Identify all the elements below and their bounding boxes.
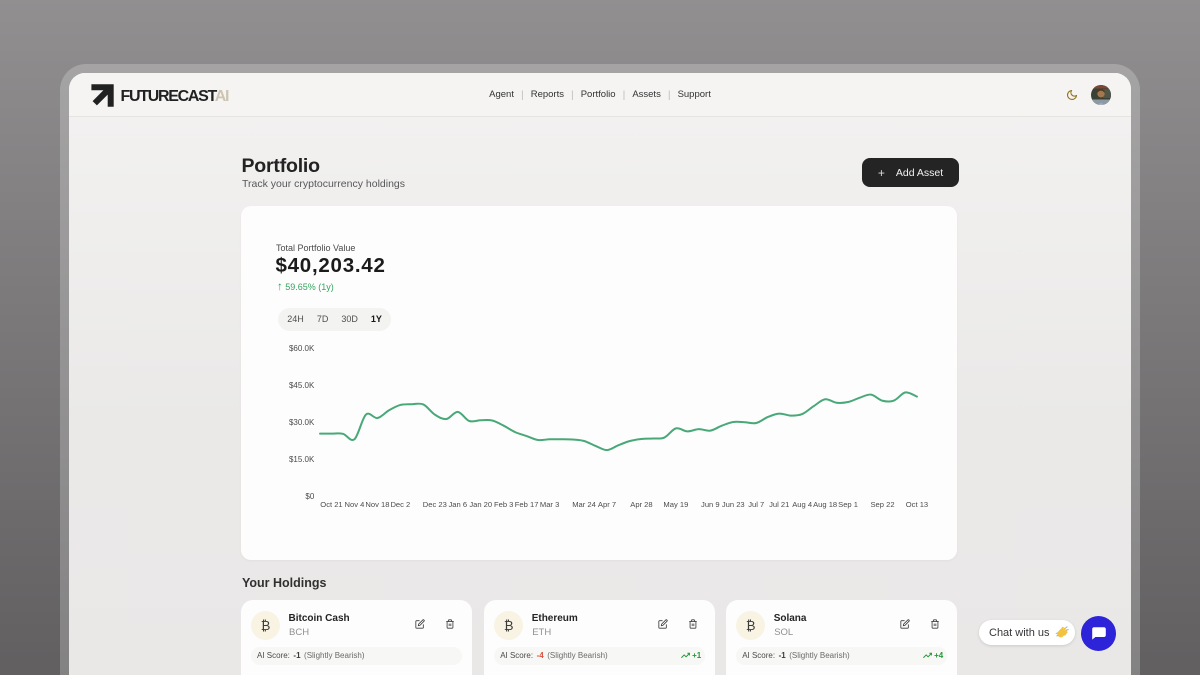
svg-text:Feb 3: Feb 3 <box>494 500 513 509</box>
svg-text:$30.0K: $30.0K <box>289 418 315 427</box>
svg-text:Oct 13: Oct 13 <box>906 500 928 509</box>
svg-text:Aug 4: Aug 4 <box>792 500 812 509</box>
svg-text:Jun 23: Jun 23 <box>722 500 745 509</box>
svg-text:Oct 21: Oct 21 <box>320 500 342 509</box>
svg-text:$15.0K: $15.0K <box>289 455 315 464</box>
svg-text:Jan 20: Jan 20 <box>469 500 492 509</box>
svg-text:Jan 6: Jan 6 <box>448 500 467 509</box>
svg-text:Jun 9: Jun 9 <box>701 500 720 509</box>
svg-text:May 19: May 19 <box>663 500 688 509</box>
svg-text:$45.0K: $45.0K <box>289 381 315 390</box>
svg-text:Nov 18: Nov 18 <box>365 500 389 509</box>
svg-text:Dec 2: Dec 2 <box>390 500 410 509</box>
svg-text:Aug 18: Aug 18 <box>813 500 837 509</box>
svg-text:Mar 3: Mar 3 <box>540 500 559 509</box>
svg-text:Apr 28: Apr 28 <box>630 500 652 509</box>
svg-text:Dec 23: Dec 23 <box>423 500 447 509</box>
svg-text:Apr 7: Apr 7 <box>598 500 616 509</box>
svg-text:$0: $0 <box>305 492 314 501</box>
svg-text:Sep 22: Sep 22 <box>870 500 894 509</box>
svg-text:Sep 1: Sep 1 <box>838 500 858 509</box>
svg-text:Nov 4: Nov 4 <box>345 500 365 509</box>
svg-text:Jul 7: Jul 7 <box>748 500 764 509</box>
svg-text:$60.0K: $60.0K <box>289 344 315 353</box>
svg-text:Feb 17: Feb 17 <box>515 500 539 509</box>
svg-text:Jul 21: Jul 21 <box>769 500 789 509</box>
svg-text:Mar 24: Mar 24 <box>572 500 596 509</box>
